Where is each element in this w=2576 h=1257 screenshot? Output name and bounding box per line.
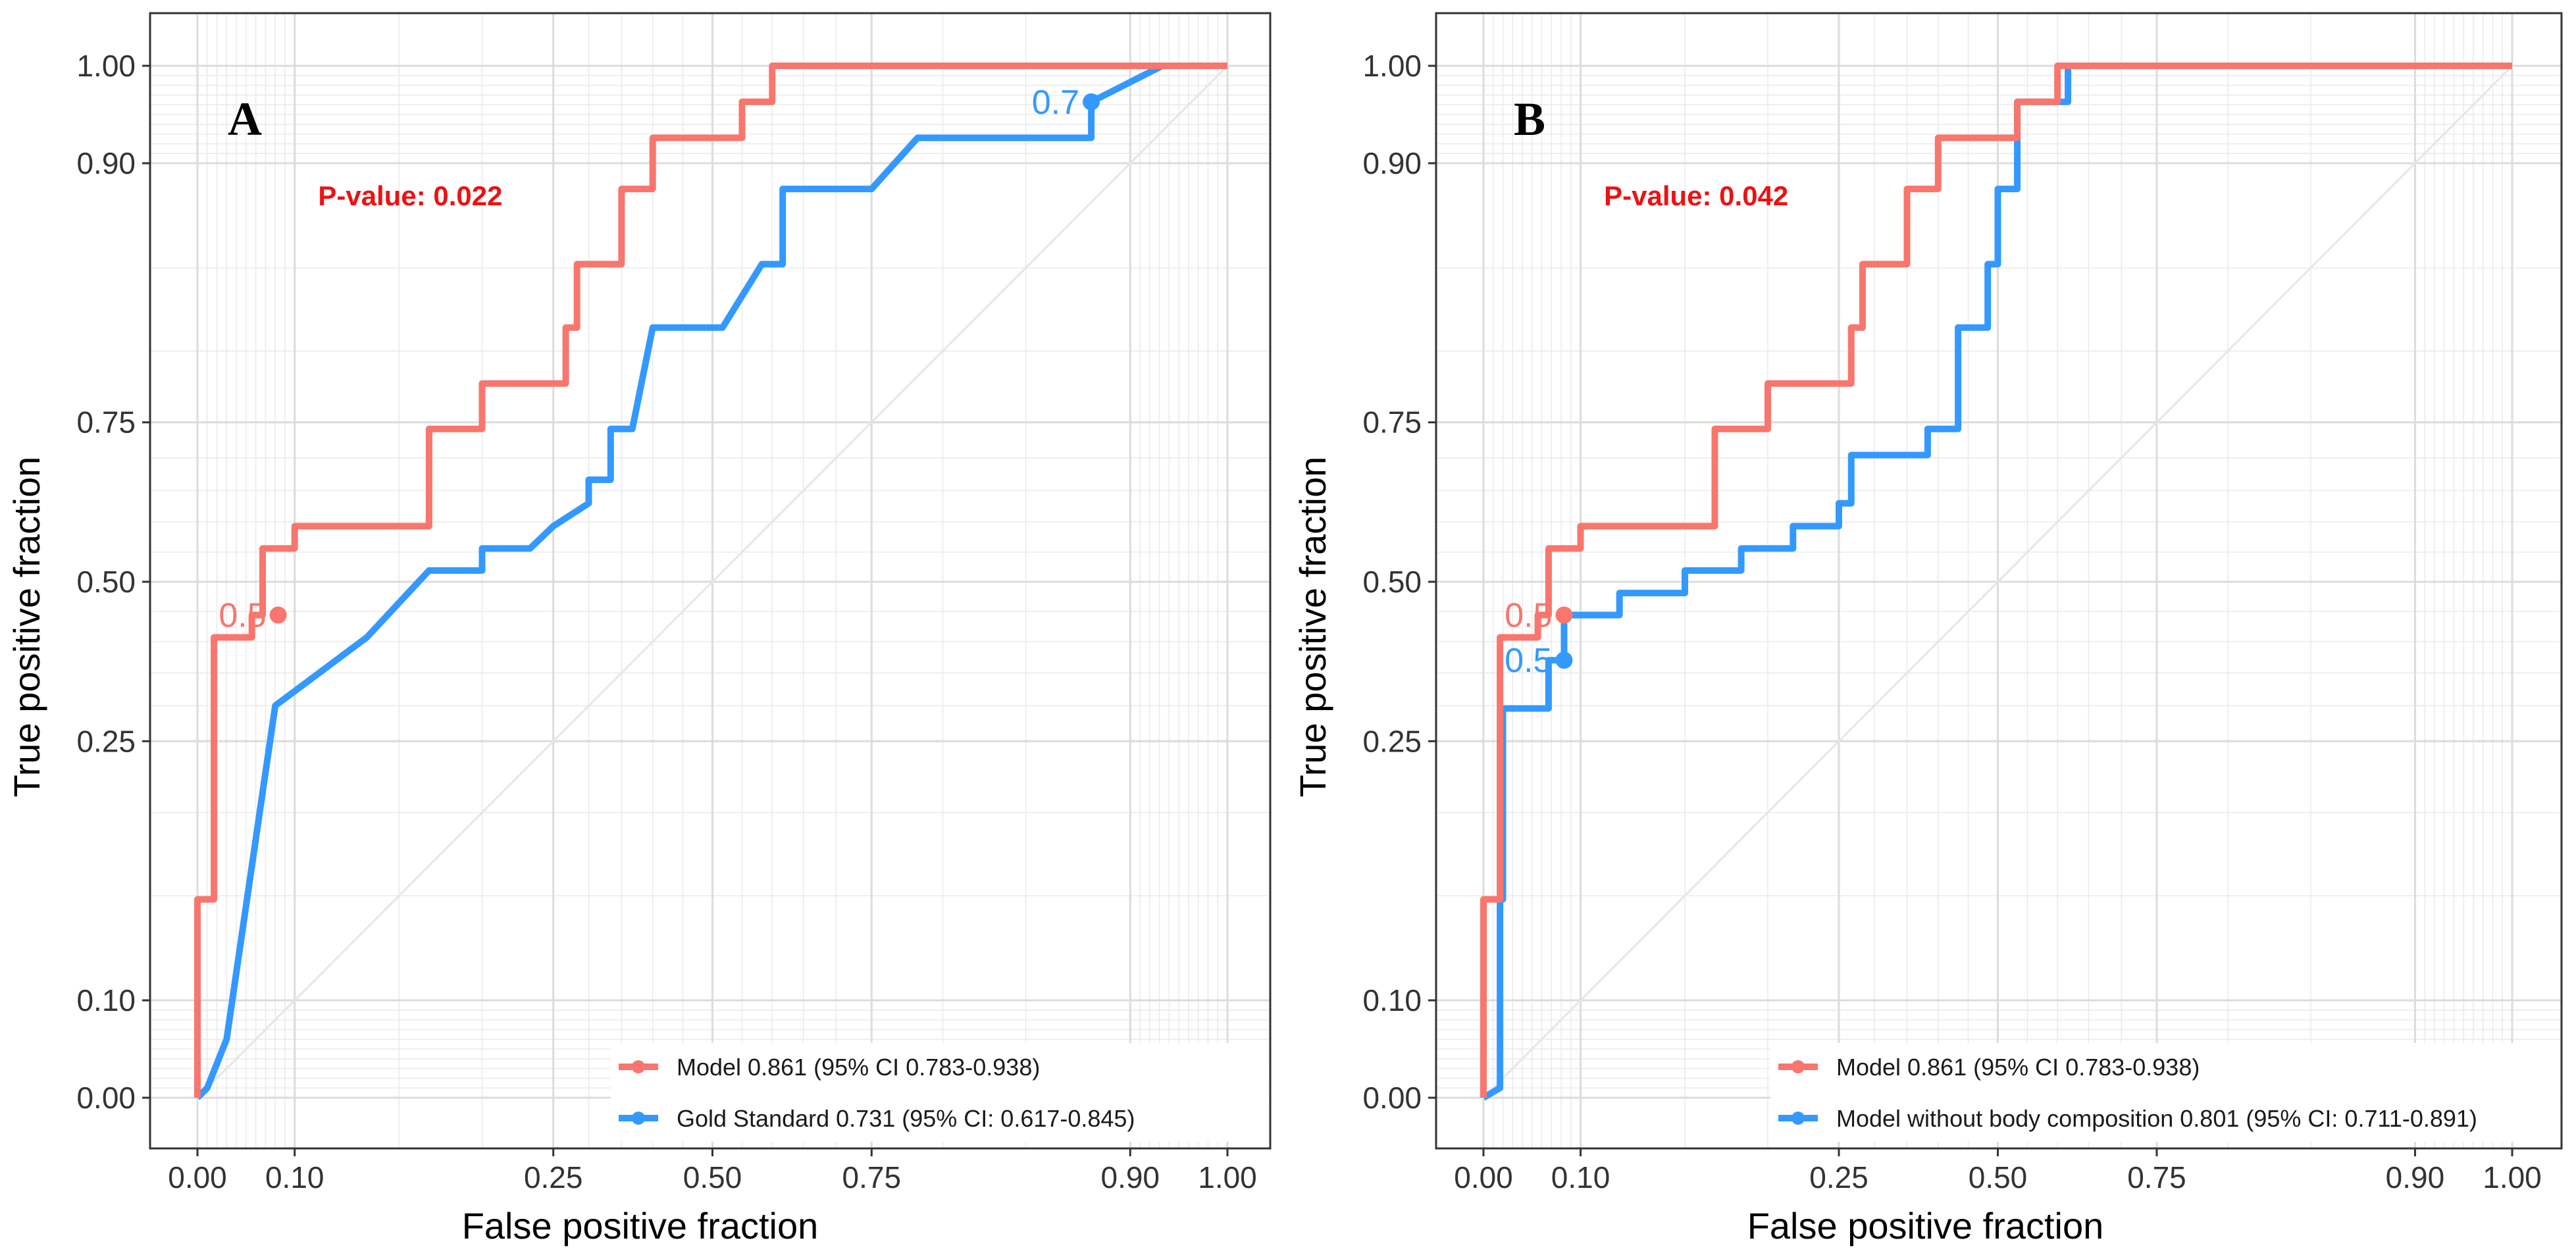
panel-b-legend-key-model (1778, 1060, 1818, 1073)
panel-b-legend-box (1770, 1043, 2560, 1142)
panel-b: 0.50.5 0.00 0.10 0.25 0.50 0.75 0.90 1.00 0.00… (1292, 12, 2563, 1246)
x-tick-label: 0.90 (1100, 1160, 1160, 1194)
cutoff-label-series-0: 0.5 (219, 597, 266, 635)
x-tick-label: 0.10 (265, 1160, 324, 1194)
panel-b-x-axis-title: False positive fraction (1747, 1205, 2104, 1246)
y-tick-label: 0.50 (1362, 565, 1422, 599)
panel-a-series: 0.7 0.5 (194, 63, 1227, 1100)
x-tick-label: 1.00 (2483, 1160, 2542, 1194)
panel-b-x-ticks: 0.00 0.10 0.25 0.50 0.75 0.90 1.00 (1454, 1148, 2542, 1194)
roc-curve-series-1 (1481, 63, 2512, 1101)
panel-a-legend-key-gold-standard (619, 1112, 658, 1125)
roc-curve-series-0 (194, 63, 1227, 1098)
legend-key-point (1791, 1112, 1805, 1125)
x-tick-label: 0.00 (1454, 1160, 1513, 1194)
y-tick-label: 0.75 (76, 405, 136, 440)
reference-diagonal (1482, 64, 2513, 1099)
panel-a-legend-label-model: Model 0.861 (95% CI 0.783-0.938) (677, 1054, 1040, 1081)
x-tick-label: 0.00 (168, 1160, 227, 1194)
cutoff-label-series-1: 0.5 (1505, 642, 1552, 680)
panel-b-series: 0.50.5 (1480, 63, 2512, 1101)
panel-a-letter: A (228, 93, 262, 145)
panel-a-legend-box (611, 1043, 1269, 1142)
panel-a-x-ticks: 0.00 0.10 0.25 0.50 0.75 0.90 1.00 (168, 1148, 1257, 1194)
panel-a-p-value: P-value: 0.022 (318, 180, 502, 211)
x-tick-label: 0.50 (1969, 1160, 2028, 1194)
legend-key-point (632, 1060, 645, 1073)
cutoff-label-series-1: 0.7 (1032, 84, 1079, 122)
x-tick-label: 0.50 (683, 1160, 742, 1194)
x-tick-label: 0.10 (1551, 1160, 1610, 1194)
panel-b-y-ticks: 0.00 0.10 0.25 0.50 0.75 0.90 1.00 (1362, 49, 1436, 1115)
panel-a-legend-label-gold-standard: Gold Standard 0.731 (95% CI: 0.617-0.845… (677, 1105, 1135, 1132)
legend-key-point (1791, 1060, 1805, 1073)
panel-b-legend: Model 0.861 (95% CI 0.783-0.938) Model w… (1770, 1043, 2560, 1142)
roc-curve-series-1 (195, 63, 1227, 1100)
cutoff-point-series-1 (1083, 93, 1100, 111)
panel-a-y-ticks: 0.00 0.10 0.25 0.50 0.75 0.90 1.00 (76, 49, 150, 1115)
y-tick-label: 0.25 (76, 724, 136, 758)
reference-diagonal (196, 64, 1229, 1099)
cutoff-label-series-0: 0.5 (1505, 597, 1552, 635)
x-tick-label: 0.90 (2386, 1160, 2445, 1194)
y-tick-label: 0.00 (1362, 1081, 1422, 1115)
panel-a-legend-key-model (619, 1060, 658, 1073)
x-tick-label: 0.75 (2127, 1160, 2186, 1194)
panel-a-legend: Model 0.861 (95% CI 0.783-0.938) Gold St… (611, 1043, 1269, 1142)
cutoff-point-series-1 (1555, 652, 1573, 669)
y-tick-label: 0.25 (1362, 724, 1422, 758)
y-tick-label: 0.10 (1362, 983, 1422, 1017)
roc-curve-series-0 (1480, 63, 2512, 1098)
x-tick-label: 0.25 (524, 1160, 583, 1194)
panel-b-legend-label-model: Model 0.861 (95% CI 0.783-0.938) (1836, 1054, 2200, 1081)
y-tick-label: 1.00 (76, 49, 136, 83)
y-tick-label: 0.00 (76, 1081, 136, 1115)
y-tick-label: 0.90 (1362, 146, 1422, 180)
panel-a: 0.7 0.5 0.00 0.10 0.25 0.50 0.75 0.90 1.00 0.00… (6, 12, 1272, 1246)
x-tick-label: 0.25 (1809, 1160, 1868, 1194)
panel-b-legend-key-model-without-body-composition (1778, 1112, 1818, 1125)
cutoff-point-series-0 (269, 606, 287, 624)
cutoff-point-series-0 (1555, 606, 1573, 624)
panel-b-letter: B (1514, 93, 1545, 145)
panel-b-p-value: P-value: 0.042 (1604, 180, 1788, 211)
y-tick-label: 0.10 (76, 983, 136, 1017)
y-tick-label: 1.00 (1362, 49, 1422, 83)
panel-b-legend-label-model-without-body-composition: Model without body composition 0.801 (95… (1836, 1105, 2477, 1132)
x-tick-label: 0.75 (842, 1160, 902, 1194)
panel-a-x-axis-title: False positive fraction (462, 1205, 819, 1246)
y-tick-label: 0.50 (76, 565, 136, 599)
x-tick-label: 1.00 (1198, 1160, 1257, 1194)
panel-a-y-axis-title: True positive fraction (6, 457, 47, 798)
legend-key-point (632, 1112, 645, 1125)
y-tick-label: 0.90 (76, 146, 136, 180)
panel-b-y-axis-title: True positive fraction (1292, 457, 1333, 798)
y-tick-label: 0.75 (1362, 405, 1422, 440)
